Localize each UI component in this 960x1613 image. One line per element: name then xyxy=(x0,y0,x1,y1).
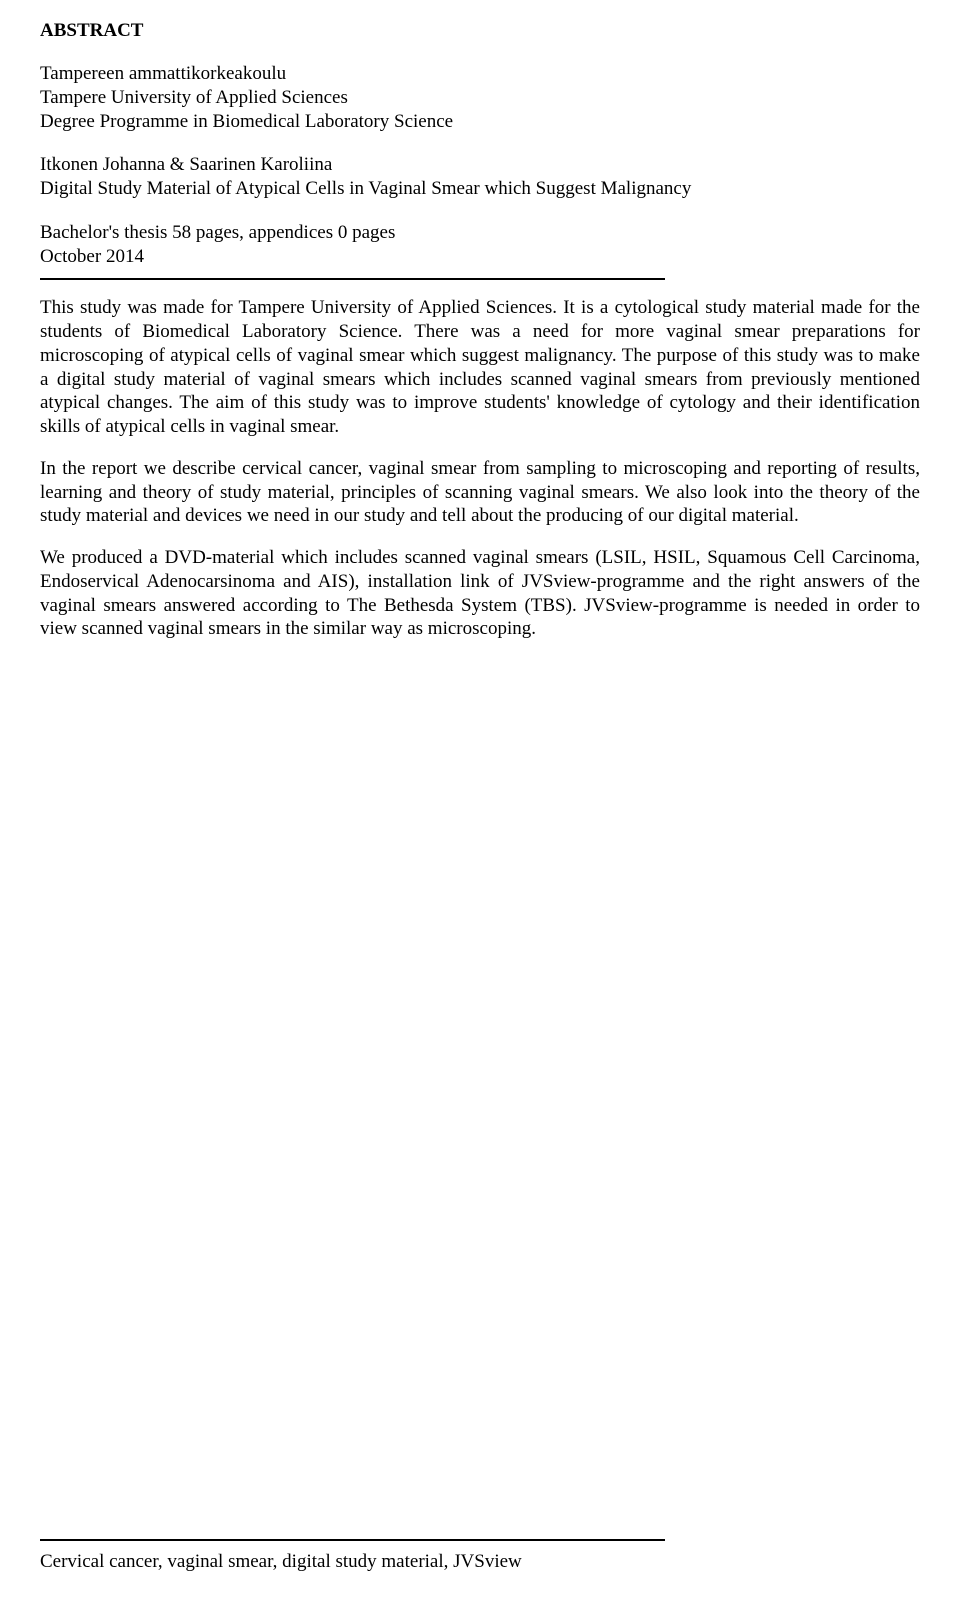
institution-block: Tampereen ammattikorkeakoulu Tampere Uni… xyxy=(40,62,920,133)
thesis-pages: Bachelor's thesis 58 pages, appendices 0… xyxy=(40,221,920,245)
institution-line-3: Degree Programme in Biomedical Laborator… xyxy=(40,110,920,134)
author-block: Itkonen Johanna & Saarinen Karoliina Dig… xyxy=(40,153,920,201)
footer-separator xyxy=(40,1539,665,1541)
keywords: Cervical cancer, vaginal smear, digital … xyxy=(40,1551,920,1573)
institution-line-1: Tampereen ammattikorkeakoulu xyxy=(40,62,920,86)
paragraph-3: We produced a DVD-material which include… xyxy=(40,546,920,641)
thesis-info: Bachelor's thesis 58 pages, appendices 0… xyxy=(40,221,920,269)
institution-line-2: Tampere University of Applied Sciences xyxy=(40,86,920,110)
footer: Cervical cancer, vaginal smear, digital … xyxy=(40,1539,920,1573)
thesis-title: Digital Study Material of Atypical Cells… xyxy=(40,177,920,201)
header-separator xyxy=(40,278,665,280)
paragraph-1: This study was made for Tampere Universi… xyxy=(40,296,920,439)
paragraph-2: In the report we describe cervical cance… xyxy=(40,457,920,528)
author-names: Itkonen Johanna & Saarinen Karoliina xyxy=(40,153,920,177)
thesis-date: October 2014 xyxy=(40,245,920,269)
abstract-heading: ABSTRACT xyxy=(40,20,920,42)
